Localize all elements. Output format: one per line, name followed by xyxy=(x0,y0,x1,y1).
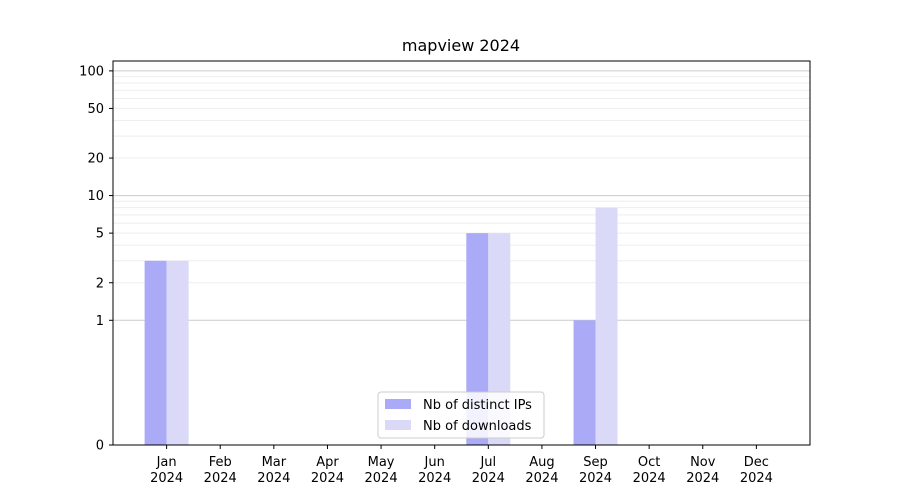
x-tick-label-month: May xyxy=(368,455,395,470)
bar xyxy=(144,260,167,445)
x-tick-label-year: 2024 xyxy=(311,471,344,486)
y-tick-label: 5 xyxy=(96,227,104,242)
y-axis: 0 1 2 5 10 20 50 100 xyxy=(79,64,113,454)
y-tick-label: 10 xyxy=(87,189,104,204)
x-tick-label-year: 2024 xyxy=(257,471,290,486)
y-tick-label: 100 xyxy=(79,64,104,79)
x-tick-label-year: 2024 xyxy=(418,471,451,486)
x-tick-label-month: Feb xyxy=(209,455,232,470)
bar xyxy=(573,320,596,445)
chart-title: mapview 2024 xyxy=(402,36,520,55)
x-tick-label-year: 2024 xyxy=(686,471,719,486)
x-tick-label-month: Mar xyxy=(262,455,287,470)
x-tick-label-year: 2024 xyxy=(365,471,398,486)
x-tick-label-month: Nov xyxy=(690,455,716,470)
x-axis: Jan2024Feb2024Mar2024Apr2024May2024Jun20… xyxy=(150,445,773,486)
x-tick-label-year: 2024 xyxy=(472,471,505,486)
x-tick-label-year: 2024 xyxy=(204,471,237,486)
y-tick-label: 0 xyxy=(96,439,104,454)
x-tick-label-month: Sep xyxy=(583,455,608,470)
x-tick-label-year: 2024 xyxy=(525,471,558,486)
legend-swatch xyxy=(385,399,411,409)
x-tick-label-year: 2024 xyxy=(740,471,773,486)
bar xyxy=(166,260,189,445)
x-tick-label-year: 2024 xyxy=(633,471,666,486)
x-tick-label-year: 2024 xyxy=(150,471,183,486)
x-tick-label-month: Dec xyxy=(744,455,769,470)
legend-swatch xyxy=(385,420,411,430)
x-tick-label-month: Jan xyxy=(156,455,177,470)
y-tick-label: 20 xyxy=(87,152,104,167)
bar xyxy=(595,207,618,445)
y-tick-label: 2 xyxy=(96,276,104,291)
x-tick-label-month: Jun xyxy=(424,455,445,470)
legend: Nb of distinct IPs Nb of downloads xyxy=(377,391,545,439)
legend-box xyxy=(377,391,545,439)
legend-label: Nb of downloads xyxy=(423,419,532,434)
plot-frame xyxy=(112,60,811,446)
y-tick-label: 1 xyxy=(96,314,104,329)
grid-layer xyxy=(113,70,810,321)
y-tick-label: 50 xyxy=(87,102,104,117)
x-tick-label-month: Aug xyxy=(529,455,554,470)
x-tick-label-month: Apr xyxy=(316,455,339,470)
x-tick-label-year: 2024 xyxy=(579,471,612,486)
x-tick-label-month: Jul xyxy=(479,455,496,470)
legend-label: Nb of distinct IPs xyxy=(423,398,532,413)
x-tick-label-month: Oct xyxy=(638,455,660,470)
